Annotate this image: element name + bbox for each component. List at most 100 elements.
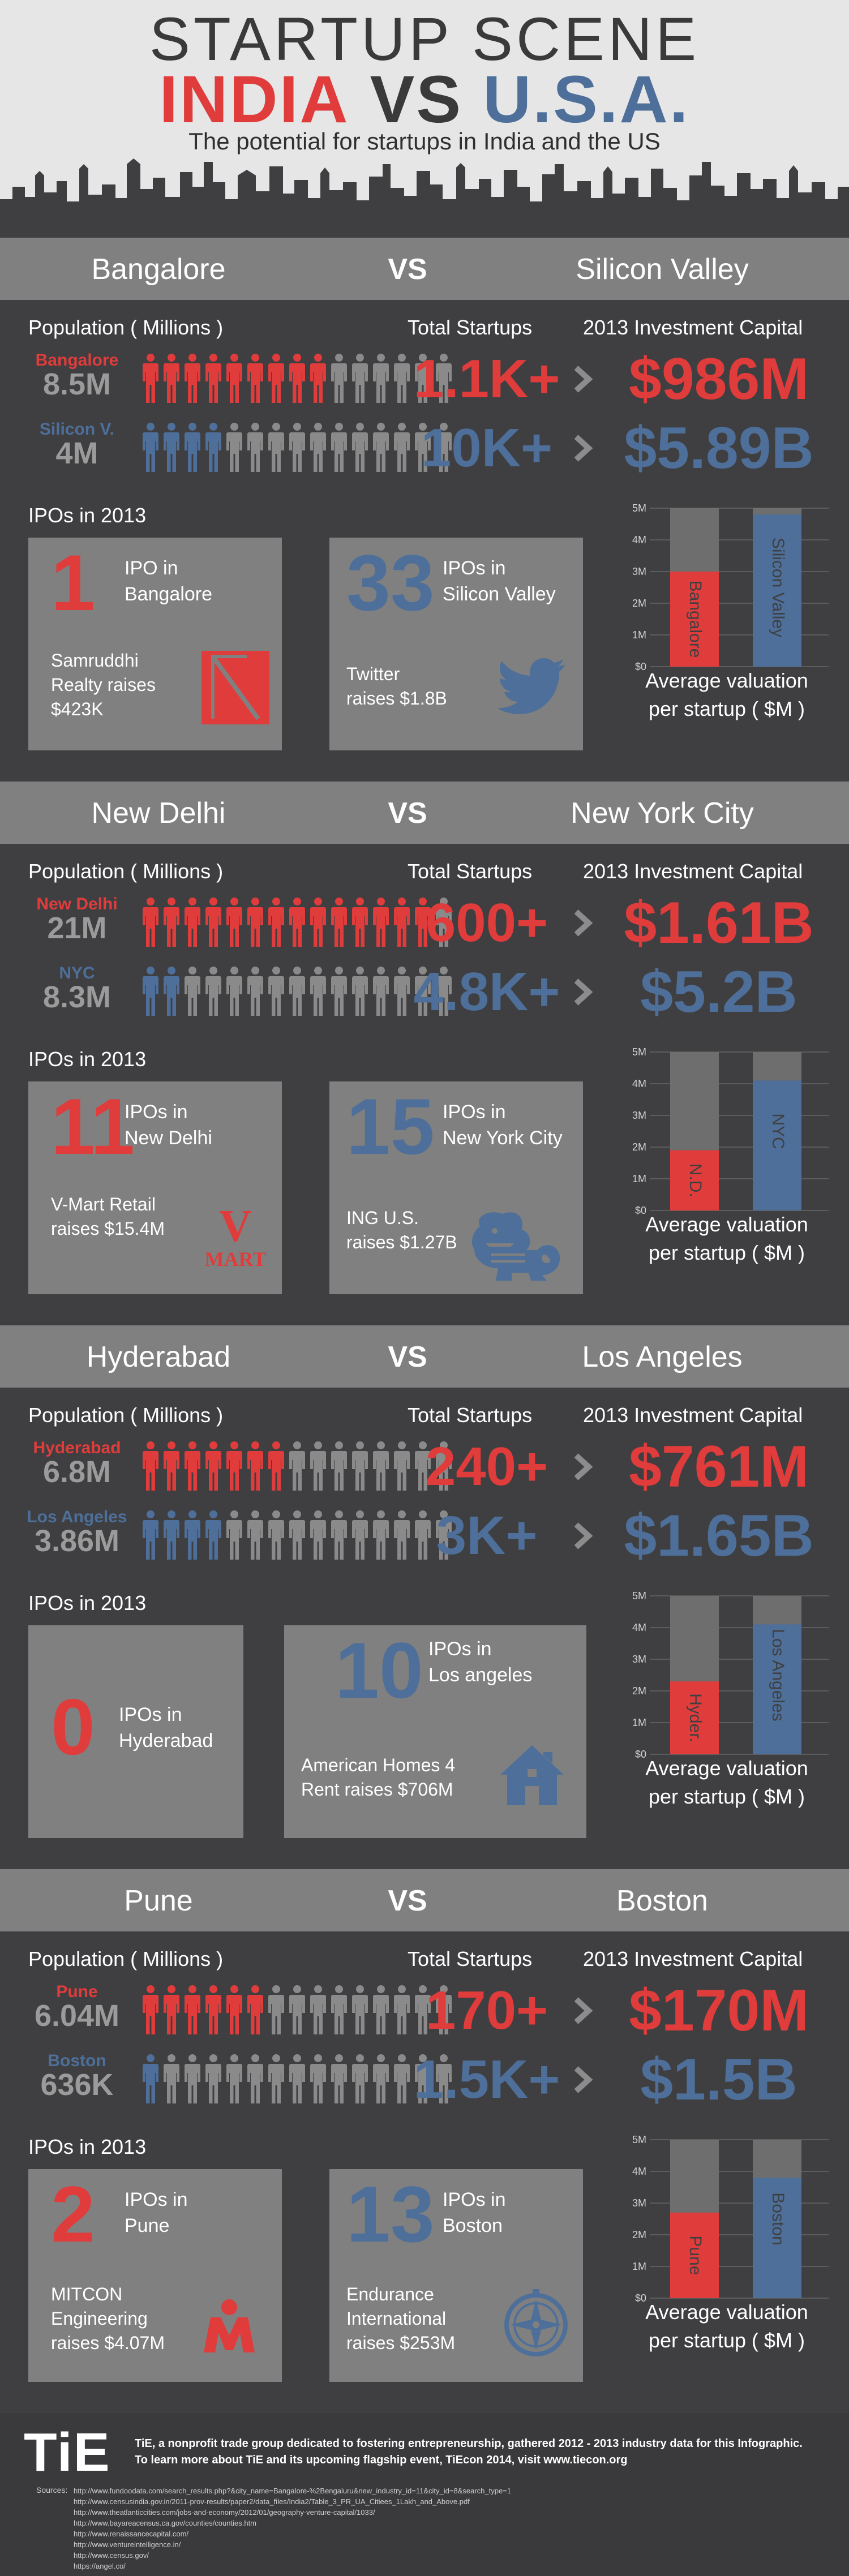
us-city-name: Los Angeles xyxy=(582,1341,743,1373)
india-ipo-desc-line3: $423K xyxy=(51,699,104,720)
person-icon xyxy=(289,1985,305,2034)
chart-y-tick-label: 5M xyxy=(632,2134,646,2145)
person-icon xyxy=(394,967,410,1016)
us-stats-row: Silicon V. 4M 10K+ $5.89B xyxy=(0,415,849,481)
chart-y-tick-label: 1M xyxy=(632,2261,646,2272)
india-population-icons xyxy=(143,1985,452,2034)
headline-vs: VS xyxy=(370,62,463,137)
us-ipo-caption-line2: Los angeles xyxy=(428,1664,533,1686)
vs-label: VS xyxy=(388,1884,427,1917)
india-ipo-caption-line2: Bangalore xyxy=(125,583,213,605)
source-link[interactable]: https://angel.co/ xyxy=(74,2562,126,2570)
person-icon xyxy=(205,2054,221,2103)
person-icon xyxy=(143,967,158,1016)
person-icon xyxy=(185,354,200,403)
person-icon xyxy=(352,423,368,472)
chart-y-tick-label: 2M xyxy=(632,1685,646,1697)
chart-y-tick-label: 4M xyxy=(632,534,646,546)
person-icon xyxy=(185,2054,200,2103)
house-icon xyxy=(498,1741,566,1811)
us-ipo-caption: IPOs in Los angeles xyxy=(428,1637,532,1689)
us-stats-row: NYC 8.3M 4.8K+ $5.2B xyxy=(0,959,849,1025)
city-comparison-bar: New Delhi VS New York City xyxy=(0,782,849,844)
us-stats-row: Los Angeles 3.86M 3K+ $1.65B xyxy=(0,1506,849,1565)
person-icon xyxy=(331,898,347,947)
person-icon xyxy=(205,898,221,947)
vs-label: VS xyxy=(388,1341,427,1373)
india-investment-capital: $986M xyxy=(629,346,809,412)
chevron-right-icon xyxy=(574,366,593,393)
investment-capital-header: 2013 Investment Capital xyxy=(583,860,803,883)
vmart-logo-word: MART xyxy=(205,1248,267,1269)
chart-y-tick-label: 5M xyxy=(632,1046,646,1058)
india-city-name: Pune xyxy=(124,1884,193,1917)
india-ipo-desc-line2: Realty raises xyxy=(51,675,156,695)
india-city-label: Bangalore xyxy=(35,351,119,370)
total-startups-header: Total Startups xyxy=(408,1403,533,1427)
valuation-caption-line1: Average valuation xyxy=(645,1213,808,1236)
us-population-icons xyxy=(143,2054,452,2103)
source-link[interactable]: http://www.theatlanticcities.com/jobs-an… xyxy=(74,2508,375,2517)
footer-note: TiE, a nonprofit trade group dedicated t… xyxy=(135,2436,831,2468)
chevron-right-icon xyxy=(574,435,593,462)
ipo-card-us: 13 IPOs in Boston Endurance Internationa… xyxy=(329,2169,583,2382)
india-stats-row: Hyderabad 6.8M 240+ $761M xyxy=(0,1436,849,1497)
ipo-card-us: 10 IPOs in Los angeles American Homes 4 … xyxy=(284,1625,586,1838)
us-ipo-desc-line1: Twitter xyxy=(346,664,400,684)
person-icon xyxy=(394,898,410,947)
person-icon xyxy=(436,967,452,1016)
vs-label: VS xyxy=(388,797,427,830)
india-ipo-description: MITCON Engineering raises $4.07M xyxy=(51,2282,165,2356)
person-icon xyxy=(247,967,263,1016)
person-icon xyxy=(205,1441,221,1491)
person-icon xyxy=(415,2054,431,2103)
person-icon xyxy=(394,423,410,472)
chart-y-tick-label: $0 xyxy=(635,661,646,672)
source-link[interactable]: http://www.fundoodata.com/search_results… xyxy=(74,2487,512,2495)
person-icon xyxy=(268,2054,284,2103)
source-link[interactable]: http://www.bayareacensus.ca.gov/counties… xyxy=(74,2519,257,2527)
source-link[interactable]: http://www.census.gov/ xyxy=(74,2551,149,2560)
person-icon xyxy=(310,354,326,403)
india-total-startups: 170+ xyxy=(425,1980,548,2041)
comparison-section: New Delhi VS New York City Population ( … xyxy=(0,782,849,1327)
person-icon xyxy=(289,354,305,403)
person-icon xyxy=(415,423,431,472)
source-link[interactable]: http://www.ventureintelligence.in/ xyxy=(74,2540,181,2549)
us-investment-capital: $5.2B xyxy=(640,959,797,1025)
us-investment-capital: $5.89B xyxy=(624,415,814,481)
us-ipo-count: 10 xyxy=(335,1626,423,1715)
person-icon xyxy=(394,1441,410,1491)
comparison-section: Bangalore VS Silicon Valley Population (… xyxy=(0,238,849,783)
source-link[interactable]: http://www.censusindia.gov.in/2011-prov-… xyxy=(74,2497,470,2506)
india-ipo-desc-line1: V-Mart Retail xyxy=(51,1194,156,1214)
person-icon xyxy=(394,1510,410,1560)
person-icon xyxy=(373,1510,389,1560)
person-icon xyxy=(415,967,431,1016)
person-icon xyxy=(268,967,284,1016)
person-icon xyxy=(164,967,179,1016)
us-ipo-count: 13 xyxy=(346,2170,435,2259)
person-icon xyxy=(185,423,200,472)
us-ipo-desc-line1: American Homes 4 xyxy=(301,1755,456,1775)
chart-y-tick-label: $0 xyxy=(635,1749,646,1760)
person-icon xyxy=(373,1441,389,1491)
person-icon xyxy=(352,354,368,403)
chart-y-tick-label: 3M xyxy=(632,1654,646,1665)
us-ipo-caption-line1: IPOs in xyxy=(443,2189,506,2210)
person-icon xyxy=(205,967,221,1016)
ipo-card-india: 11 IPOs in New Delhi V-Mart Retail raise… xyxy=(28,1081,282,1294)
us-ipo-caption-line2: Silicon Valley xyxy=(443,583,556,605)
us-population-icons xyxy=(143,1510,452,1560)
india-total-startups: 240+ xyxy=(425,1436,548,1497)
vmart-logo-letter: V xyxy=(219,1207,252,1251)
us-city-label: Silicon V. xyxy=(39,420,115,439)
source-link[interactable]: http://www.renaissancecapital.com/ xyxy=(74,2530,189,2538)
person-icon xyxy=(436,1441,452,1491)
compass-icon xyxy=(499,2288,573,2364)
india-city-name: New Delhi xyxy=(91,797,226,830)
chart-bar xyxy=(753,1080,801,1210)
us-total-startups: 10K+ xyxy=(421,418,553,478)
person-icon xyxy=(226,967,242,1016)
person-icon xyxy=(205,354,221,403)
